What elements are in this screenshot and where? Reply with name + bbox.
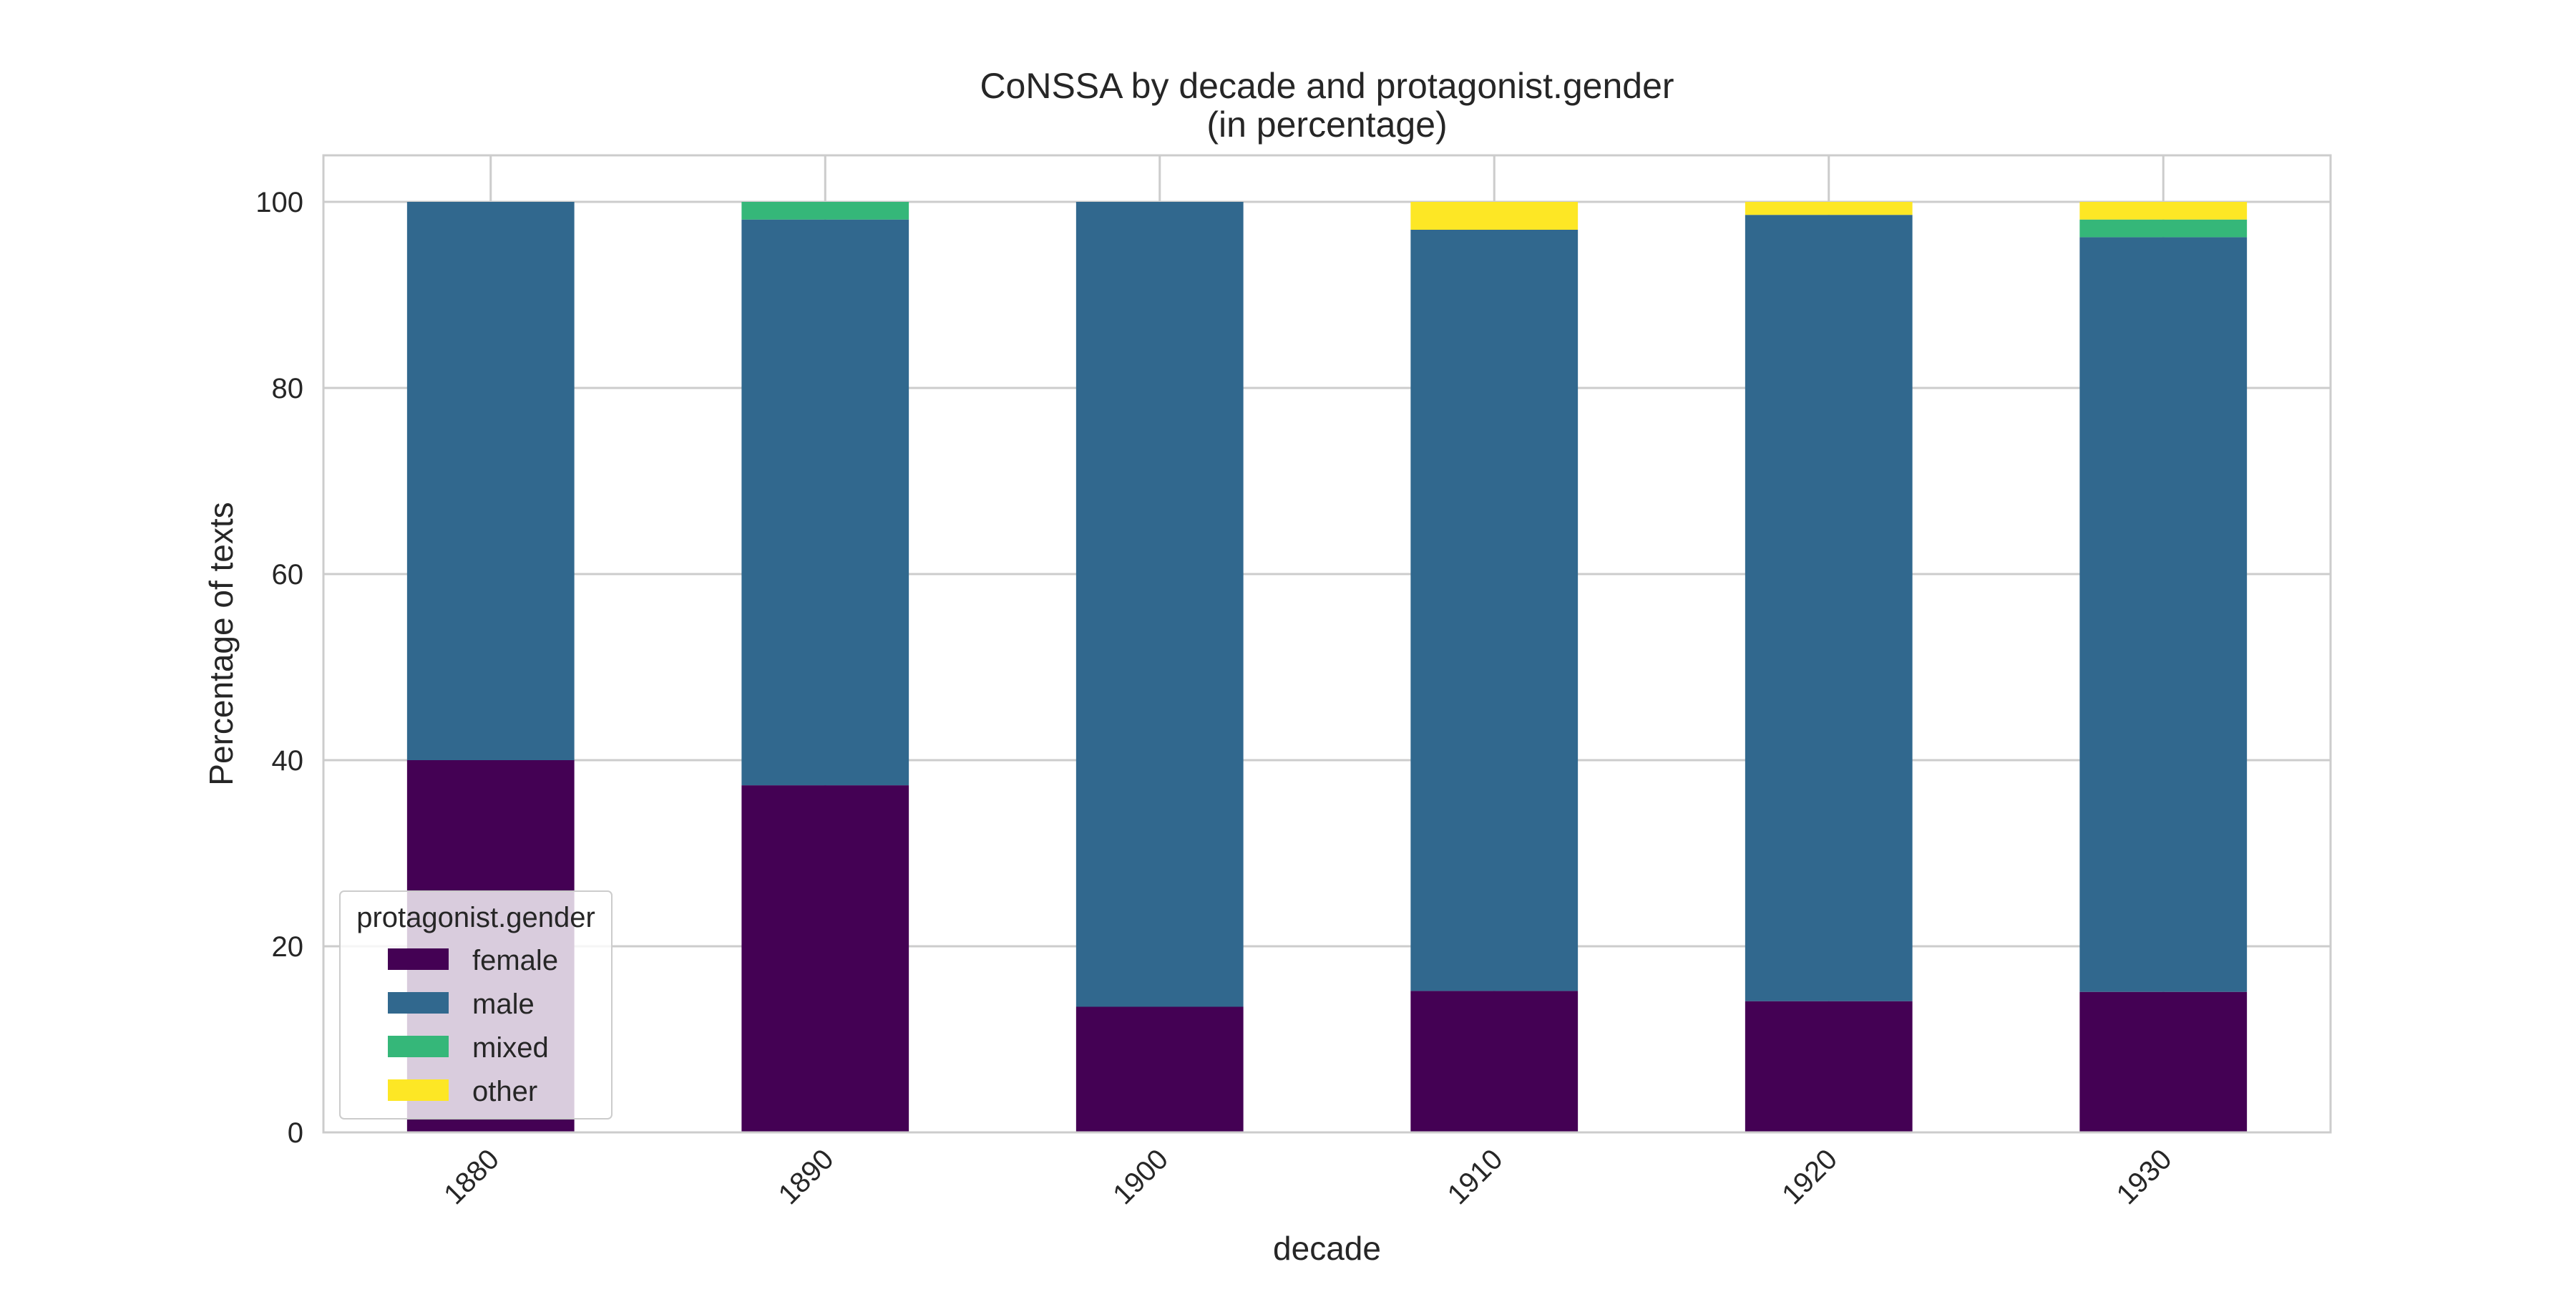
legend-box xyxy=(339,890,613,1119)
plot-frame xyxy=(322,154,2332,1134)
bar-male-1890 xyxy=(741,219,909,786)
y-tick-label: 100 xyxy=(255,187,303,218)
bar-male-1930 xyxy=(2079,237,2248,992)
legend-swatch-female xyxy=(388,948,449,970)
bar-female-1930 xyxy=(2079,991,2248,1132)
bar-male-1900 xyxy=(1075,202,1244,1007)
bar-male-1910 xyxy=(1410,230,1579,991)
chart-title: CoNSSA by decade and protagonist.gender xyxy=(980,66,1674,106)
bar-female-1920 xyxy=(1745,1001,1913,1132)
y-axis-label: Percentage of texts xyxy=(203,502,240,785)
y-tick-label: 20 xyxy=(272,931,304,963)
x-axis-label: decade xyxy=(1273,1230,1381,1267)
bar-male-1920 xyxy=(1745,215,1913,1001)
legend: protagonist.gender female male mixed other xyxy=(339,890,613,1119)
bar-female-1910 xyxy=(1410,991,1579,1132)
legend-swatch-other xyxy=(388,1079,449,1101)
legend-swatch-mixed xyxy=(388,1036,449,1057)
y-tick-label: 80 xyxy=(272,373,304,404)
bar-mixed-1930 xyxy=(2079,219,2248,238)
y-tick-label: 0 xyxy=(288,1117,303,1149)
legend-label-female: female xyxy=(472,945,558,976)
legend-label-male: male xyxy=(472,989,535,1020)
legend-label-other: other xyxy=(472,1076,537,1107)
y-tick-label: 60 xyxy=(272,559,304,591)
legend-label-mixed: mixed xyxy=(472,1032,549,1064)
bar-mixed-1890 xyxy=(741,202,909,220)
legend-title: protagonist.gender xyxy=(356,902,595,933)
legend-items: female male mixed other xyxy=(388,945,558,1107)
bar-other-1930 xyxy=(2079,202,2248,220)
bar-female-1900 xyxy=(1075,1006,1244,1132)
bar-female-1890 xyxy=(741,785,909,1132)
bar-male-1880 xyxy=(406,202,575,760)
y-tick-label: 40 xyxy=(272,745,304,777)
legend-swatch-male xyxy=(388,992,449,1014)
bar-other-1910 xyxy=(1410,202,1579,230)
chart-subtitle: (in percentage) xyxy=(1206,105,1447,145)
bar-other-1920 xyxy=(1745,202,1913,215)
